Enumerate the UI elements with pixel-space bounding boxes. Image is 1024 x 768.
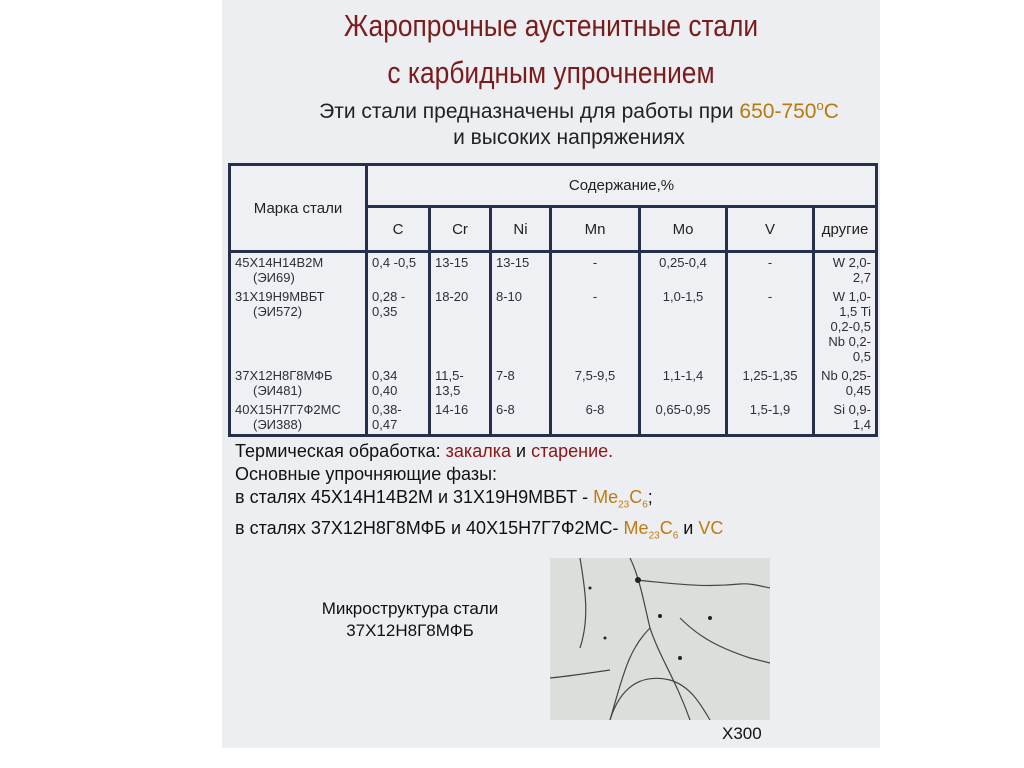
heat-treatment: Термическая обработка: закалка и старени…	[235, 441, 614, 461]
cell-ni: 6-8	[489, 400, 552, 436]
cell-mo: 1,1-1,4	[638, 366, 728, 400]
grade-header: Марка стали	[228, 163, 368, 253]
cell-mn: 7,5-9,5	[549, 366, 641, 400]
content-header: Содержание,%	[365, 163, 878, 208]
cell-v: 1,5-1,9	[725, 400, 815, 436]
cell-c: 0,34 0,40	[365, 366, 431, 400]
cell-cr: 18-20	[428, 287, 492, 366]
magnification-label: Х300	[722, 724, 762, 743]
cell-mn: -	[549, 287, 641, 366]
grade-cell: 40Х15Н7Г7Ф2МС (ЭИ388)	[228, 400, 368, 436]
micrograph-image	[549, 557, 771, 721]
table-row: 40Х15Н7Г7Ф2МС (ЭИ388) 0,38- 0,47 14-16 6-8 6-…	[228, 400, 878, 436]
subtitle-line-1: Эти стали предназначены для работы при 6…	[250, 98, 908, 124]
title-line-1: Жаропрочные аустенитные стали	[343, 8, 759, 43]
cell-c: 0,4 -0,5	[365, 251, 431, 287]
table-row: 37Х12Н8Г8МФБ (ЭИ481) 0,34 0,40 11,5- 13,5 7-…	[228, 366, 878, 400]
cell-other: W 2,0-2,7	[812, 251, 878, 287]
phases-line-2: в сталях 37Х12Н8Г8МФБ и 40Х15Н7Г7Ф2МС- M…	[235, 517, 724, 542]
cell-mn: 6-8	[549, 400, 641, 436]
col-header: Ni	[489, 205, 552, 253]
subtitle-line-2: и высоких напряжениях	[453, 126, 685, 149]
cell-c: 0,38- 0,47	[365, 400, 431, 436]
col-header: C	[365, 205, 431, 253]
col-header: Cr	[428, 205, 492, 253]
caption-line-1: Микроструктура стали	[321, 599, 499, 618]
cell-other: Nb 0,25- 0,45	[812, 366, 878, 400]
cell-cr: 14-16	[428, 400, 492, 436]
cell-ni: 7-8	[489, 366, 552, 400]
cell-v: -	[725, 287, 815, 366]
col-header: V	[725, 205, 815, 253]
subtitle-text: Эти стали предназначены для работы при	[319, 100, 740, 123]
cell-c: 0,28 - 0,35	[365, 287, 431, 366]
col-header: другие	[812, 205, 878, 253]
col-header: Mn	[549, 205, 641, 253]
grade-cell: 31Х19Н9МВБТ (ЭИ572)	[228, 287, 368, 366]
cell-cr: 13-15	[428, 251, 492, 287]
table-row: 45Х14Н14В2М (ЭИ69) 0,4 -0,5 13-15 13-15-0,25…	[228, 251, 878, 287]
cell-v: -	[725, 251, 815, 287]
cell-mo: 1,0-1,5	[638, 287, 728, 366]
phases-label: Основные упрочняющие фазы:	[235, 464, 498, 484]
cell-mo: 0,25-0,4	[638, 251, 728, 287]
temperature-range: 650-750oC	[739, 98, 839, 123]
cell-cr: 11,5- 13,5	[428, 366, 492, 400]
cell-ni: 13-15	[489, 251, 552, 287]
grade-cell: 37Х12Н8Г8МФБ (ЭИ481)	[228, 366, 368, 400]
composition-table: Марка стали Содержание,% C Cr Ni Mn Mo V…	[228, 163, 878, 437]
phases-line-1: в сталях 45Х14Н14В2М и 31Х19Н9МВБТ - Me2…	[235, 487, 653, 511]
cell-v: 1,25-1,35	[725, 366, 815, 400]
table-row: 31Х19Н9МВБТ (ЭИ572) 0,28 - 0,35 18-20 8-10-1…	[228, 287, 878, 366]
cell-mo: 0,65-0,95	[638, 400, 728, 436]
cell-other: W 1,0-1,5 Ti 0,2-0,5 Nb 0,2-0,5	[812, 287, 878, 366]
grade-cell: 45Х14Н14В2М (ЭИ69)	[228, 251, 368, 287]
cell-mn: -	[549, 251, 641, 287]
caption-line-2: 37Х12Н8Г8МФБ	[346, 621, 474, 640]
title-line-2: с карбидным упрочнением	[387, 55, 715, 90]
micrograph-caption: Микроструктура стали 37Х12Н8Г8МФБ	[290, 598, 530, 642]
col-header: Mo	[638, 205, 728, 253]
cell-ni: 8-10	[489, 287, 552, 366]
notes: Термическая обработка: закалка и старени…	[235, 440, 723, 547]
cell-other: Si 0,9-1,4	[812, 400, 878, 436]
